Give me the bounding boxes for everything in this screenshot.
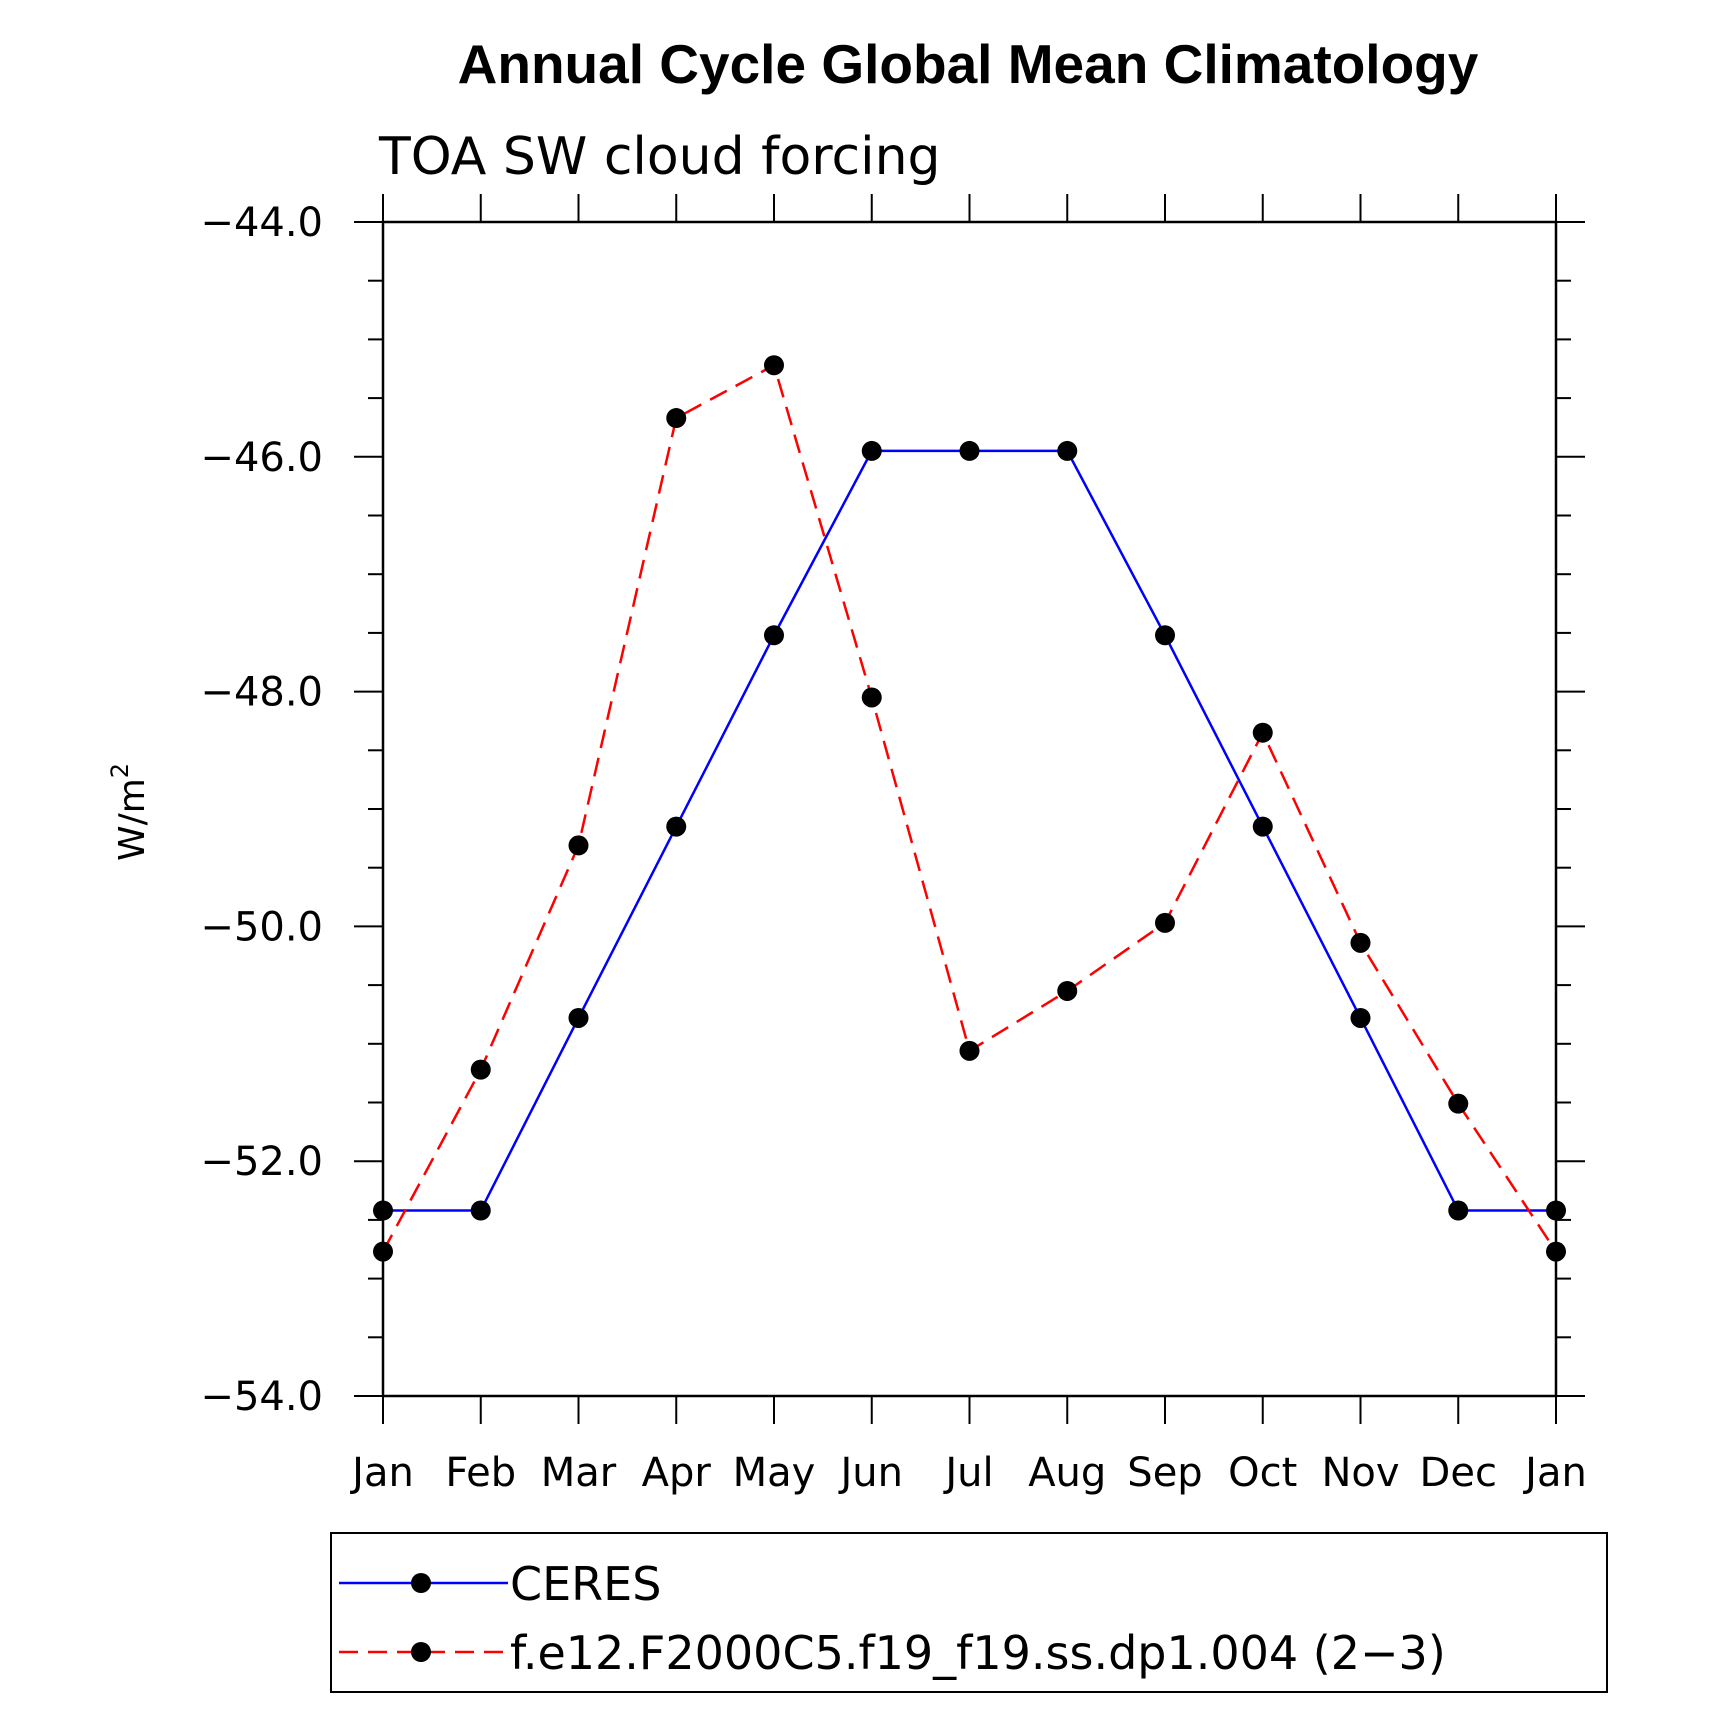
x-tick-label: Sep [1127,1450,1202,1496]
data-point [1350,1007,1371,1028]
x-tick-label: Jun [838,1450,904,1496]
legend-box [330,1532,1608,1693]
axis-ticks [354,194,1585,1424]
y-tick-label: −54.0 [200,1374,323,1420]
y-axis-label: W/m2 [106,763,153,861]
x-tick-label: Apr [642,1450,712,1496]
series-2 [373,355,1566,1262]
data-point [470,1059,491,1080]
data-point [1155,625,1175,646]
y-tick-label: −50.0 [200,904,323,950]
legend-item-2: f.e12.F2000C5.f19_f19.ss.dp1.004 (2−3) [339,1626,1446,1680]
data-point [959,1040,980,1061]
x-tick-label: Dec [1420,1450,1497,1496]
x-tick-label: Feb [445,1450,516,1496]
y-tick-label: −44.0 [200,200,323,246]
data-point [373,1200,393,1221]
data-point [1546,1241,1566,1262]
data-point [666,816,687,837]
data-point [1448,1200,1469,1221]
data-point [764,355,784,376]
y-tick-labels: −54.0 −52.0 −50.0 −48.0 −46.0 −44.0 [200,200,323,1420]
x-tick-labels: Jan Feb Mar Apr May Jun Jul Aug Sep Oct Nov Dec Jan [349,1450,1587,1496]
data-point [666,408,687,429]
data-point [764,625,784,646]
data-point [1252,722,1273,743]
y-tick-label: −52.0 [200,1139,323,1185]
data-point [1057,980,1078,1001]
legend-marker [411,1573,431,1593]
data-point [1252,816,1273,837]
data-point [568,1007,589,1028]
x-tick-label: May [733,1450,816,1496]
y-tick-label: −48.0 [200,670,323,716]
x-tick-label: Mar [541,1450,617,1496]
data-point [1350,932,1371,953]
svg-text:W/m2: W/m2 [106,763,153,861]
x-tick-label: Oct [1228,1450,1297,1496]
x-tick-label: Jan [349,1450,414,1496]
data-point [861,687,882,708]
y-tick-label: −46.0 [200,435,323,481]
data-point [1057,440,1078,461]
data-point [470,1200,491,1221]
x-tick-label: Nov [1321,1450,1399,1496]
series-layer [373,355,1566,1262]
series-1 [373,440,1566,1221]
chart-subtitle: TOA SW cloud forcing [378,127,941,187]
data-point [373,1241,393,1262]
x-tick-label: Jul [942,1450,993,1496]
x-tick-label: Jan [1522,1450,1587,1496]
legend-item-1: CERES [339,1557,661,1611]
legend: CERES f.e12.F2000C5.f19_f19.ss.dp1.004 (2… [330,1532,1608,1693]
data-point [959,440,980,461]
chart-title: Annual Cycle Global Mean Climatology [458,33,1479,95]
data-point [1155,912,1175,933]
y-axis-label-superscript: 2 [106,763,134,778]
data-point [1448,1093,1469,1114]
data-point [568,835,589,856]
legend-label: f.e12.F2000C5.f19_f19.ss.dp1.004 (2−3) [510,1626,1446,1680]
legend-label: CERES [510,1557,661,1611]
legend-marker [411,1642,431,1662]
y-axis-label-text: W/m [112,778,153,861]
x-tick-label: Aug [1028,1450,1106,1496]
data-point [1546,1200,1566,1221]
data-point [861,440,882,461]
legend-entries: CERES f.e12.F2000C5.f19_f19.ss.dp1.004 (2… [339,1557,1446,1680]
